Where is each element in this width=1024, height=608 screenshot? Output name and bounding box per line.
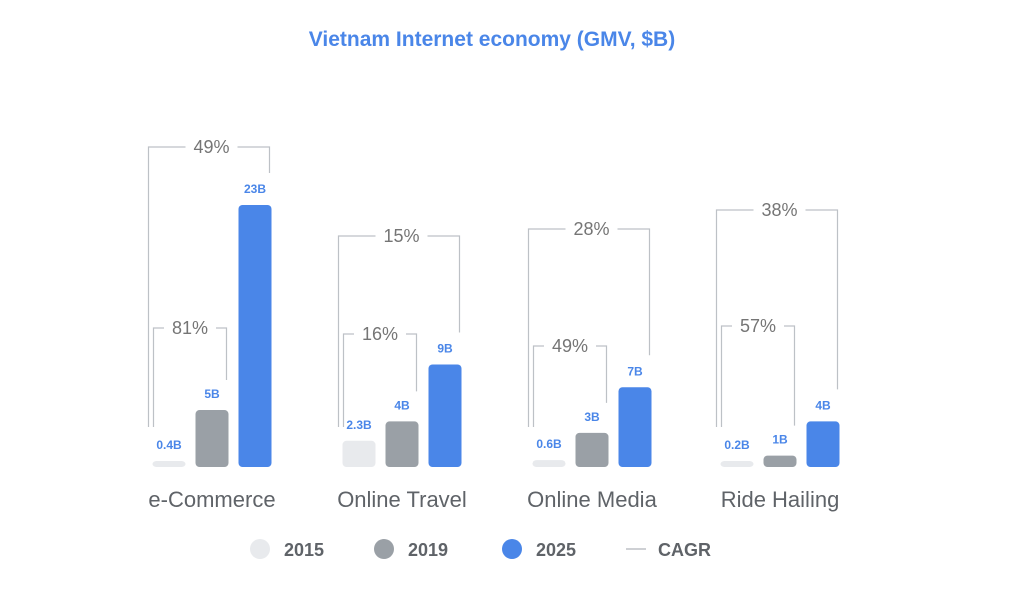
legend-label-2019: 2019: [408, 540, 448, 560]
bar-ride-hailing-2019: [763, 455, 797, 467]
bar-online-travel-2015: [342, 440, 376, 467]
cagr-label-2015-2025-online-travel: 15%: [383, 226, 419, 246]
cagr-label-2015-2025-online-media: 28%: [573, 219, 609, 239]
legend: 2015 2019 2025 CAGR: [250, 539, 711, 560]
legend-item-2015: 2015: [250, 539, 324, 560]
bar-ride-hailing-2015: [720, 461, 754, 467]
cagr-label-2015-2025-e-commerce: 49%: [193, 137, 229, 157]
legend-swatch-2019: [374, 539, 394, 559]
value-label-e-commerce-2025: 23B: [244, 182, 266, 196]
bar-ride-hailing-2025: [806, 421, 840, 467]
bar-online-travel-2025: [428, 364, 462, 467]
legend-label-cagr: CAGR: [658, 540, 711, 560]
cagr-bracket-2015-2025-online-travel: [337, 235, 461, 427]
legend-label-2025: 2025: [536, 540, 576, 560]
value-label-online-travel-2019: 4B: [394, 398, 410, 412]
plot-area: 0.4B 5B 23B 81% 49% e-Commerce 2.3B 4B 9B 16% 15% O…: [147, 137, 840, 512]
cagr-label-2015-2025-ride-hailing: 38%: [761, 200, 797, 220]
cagr-label-2015-2019-online-media: 49%: [552, 336, 588, 356]
category-label-ride-hailing: Ride Hailing: [721, 487, 840, 512]
legend-item-2025: 2025: [502, 539, 576, 560]
cagr-bracket-2015-2025-ride-hailing: [715, 209, 839, 427]
value-label-ride-hailing-2019: 1B: [772, 433, 788, 447]
cagr-bracket-2015-2019-online-media: [532, 345, 608, 427]
bar-e-commerce-2025: [238, 205, 272, 467]
bar-online-media-2025: [618, 387, 652, 467]
chart-title: Vietnam Internet economy (GMV, $B): [308, 28, 676, 51]
bar-online-travel-2019: [385, 421, 419, 467]
group-ride-hailing: 0.2B 1B 4B 57% 38% Ride Hailing: [715, 200, 840, 512]
cagr-bracket-2015-2025-e-commerce: [147, 146, 271, 427]
bar-online-media-2015: [532, 460, 566, 467]
category-label-online-media: Online Media: [527, 487, 657, 512]
legend-swatch-2025: [502, 539, 522, 559]
legend-label-2015: 2015: [284, 540, 324, 560]
value-label-online-travel-2015: 2.3B: [346, 418, 372, 432]
value-label-e-commerce-2015: 0.4B: [156, 438, 182, 452]
cagr-label-2015-2019-e-commerce: 81%: [172, 318, 208, 338]
group-online-travel: 2.3B 4B 9B 16% 15% Online Travel: [337, 226, 467, 512]
value-label-ride-hailing-2015: 0.2B: [724, 438, 750, 452]
cagr-bracket-2015-2025-online-media: [527, 228, 651, 427]
cagr-bracket-2015-2019-ride-hailing: [720, 325, 796, 427]
cagr-label-2015-2019-online-travel: 16%: [362, 324, 398, 344]
cagr-label-2015-2019-ride-hailing: 57%: [740, 316, 776, 336]
value-label-online-media-2015: 0.6B: [536, 437, 562, 451]
category-label-e-commerce: e-Commerce: [148, 487, 275, 512]
value-label-online-media-2019: 3B: [584, 410, 600, 424]
value-label-ride-hailing-2025: 4B: [815, 398, 831, 412]
bar-online-media-2019: [575, 432, 609, 467]
bar-e-commerce-2015: [152, 461, 186, 467]
value-label-e-commerce-2019: 5B: [204, 387, 220, 401]
bar-e-commerce-2019: [195, 410, 229, 467]
value-label-online-media-2025: 7B: [627, 364, 643, 378]
legend-swatch-2015: [250, 539, 270, 559]
legend-item-2019: 2019: [374, 539, 448, 560]
group-e-commerce: 0.4B 5B 23B 81% 49% e-Commerce: [147, 137, 276, 512]
category-label-online-travel: Online Travel: [337, 487, 467, 512]
group-online-media: 0.6B 3B 7B 49% 28% Online Media: [527, 219, 657, 512]
legend-item-cagr: CAGR: [626, 540, 711, 560]
cagr-bracket-2015-2019-online-travel: [342, 333, 418, 427]
value-label-online-travel-2025: 9B: [437, 341, 453, 355]
cagr-bracket-2015-2019-e-commerce: [152, 327, 228, 427]
